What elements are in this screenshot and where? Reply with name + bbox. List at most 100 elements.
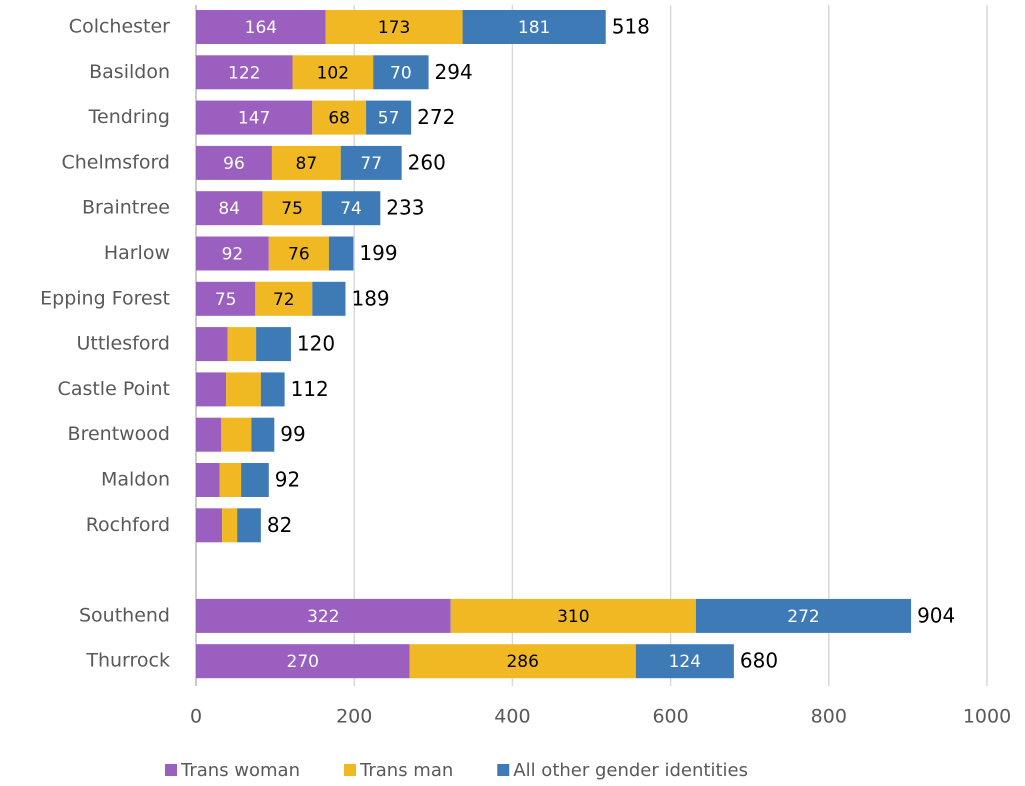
legend-label: Trans man bbox=[359, 760, 453, 781]
bar-segment bbox=[196, 508, 223, 543]
segment-label: 96 bbox=[223, 154, 245, 174]
segment-label: 84 bbox=[218, 199, 240, 219]
segment-label: 270 bbox=[287, 652, 319, 672]
total-label: 294 bbox=[435, 60, 473, 84]
total-label: 199 bbox=[359, 241, 397, 265]
total-label: 189 bbox=[351, 286, 389, 310]
category-label: Uttlesford bbox=[76, 333, 170, 355]
category-label: Rochford bbox=[86, 514, 170, 536]
x-tick-label: 800 bbox=[811, 706, 847, 728]
bar-segment bbox=[196, 281, 256, 316]
category-label: Tendring bbox=[88, 106, 170, 128]
bar-segment bbox=[462, 10, 606, 44]
bar-segment bbox=[196, 327, 228, 362]
segment-label: 76 bbox=[288, 245, 310, 265]
bar-segment bbox=[312, 281, 346, 316]
segment-label: 272 bbox=[787, 607, 819, 627]
total-label: 233 bbox=[386, 196, 424, 220]
segment-label: 181 bbox=[518, 18, 550, 38]
bar-segment bbox=[196, 236, 269, 271]
segment-label: 124 bbox=[669, 652, 701, 672]
bar-segment bbox=[196, 417, 222, 452]
bar-segment bbox=[222, 508, 238, 543]
total-label: 260 bbox=[408, 150, 446, 174]
total-label: 518 bbox=[612, 15, 650, 39]
category-label: Braintree bbox=[82, 197, 170, 219]
x-tick-label: 400 bbox=[494, 706, 530, 728]
category-label: Brentwood bbox=[68, 423, 170, 445]
total-label: 120 bbox=[297, 332, 335, 356]
legend-swatch bbox=[344, 764, 356, 776]
segment-label: 70 bbox=[390, 63, 412, 83]
segment-label: 77 bbox=[360, 154, 382, 174]
total-label: 680 bbox=[740, 649, 778, 673]
bar-segment bbox=[292, 55, 374, 90]
bar-segment bbox=[373, 55, 429, 90]
bar-segment bbox=[196, 10, 326, 44]
total-label: 99 bbox=[280, 422, 305, 446]
category-label: Harlow bbox=[104, 242, 170, 264]
bar-segment bbox=[260, 372, 285, 407]
category-label: Basildon bbox=[89, 61, 170, 83]
bar-segment bbox=[196, 191, 263, 226]
bar-segment bbox=[262, 191, 322, 226]
bar-segment bbox=[325, 10, 463, 44]
bar-segment bbox=[366, 100, 412, 135]
segment-label: 286 bbox=[506, 652, 538, 672]
bar-segment bbox=[271, 145, 341, 180]
x-tick-label: 600 bbox=[652, 706, 688, 728]
total-label: 112 bbox=[291, 377, 329, 401]
segment-label: 102 bbox=[317, 63, 349, 83]
category-label: Thurrock bbox=[85, 650, 170, 672]
bar-segment bbox=[196, 145, 272, 180]
x-tick-label: 1000 bbox=[963, 706, 1011, 728]
segment-label: 74 bbox=[340, 199, 362, 219]
segment-label: 57 bbox=[378, 109, 400, 129]
bar-segment bbox=[226, 372, 261, 407]
legend-swatch bbox=[165, 764, 177, 776]
segment-label: 164 bbox=[245, 18, 277, 38]
segment-label: 92 bbox=[222, 245, 244, 265]
bar-segment bbox=[196, 55, 293, 90]
bar-segment bbox=[196, 100, 313, 135]
bar-segment bbox=[695, 598, 912, 633]
bar-segment bbox=[256, 327, 291, 362]
bar-segment bbox=[255, 281, 313, 316]
segment-label: 68 bbox=[328, 109, 350, 129]
segment-label: 75 bbox=[215, 290, 237, 310]
bar-segment bbox=[227, 327, 257, 362]
bar-segment bbox=[268, 236, 329, 271]
bar-segment bbox=[340, 145, 402, 180]
legend-label: Trans woman bbox=[180, 760, 300, 781]
category-label: Colchester bbox=[69, 16, 170, 38]
bar-segment bbox=[321, 191, 381, 226]
x-tick-label: 200 bbox=[336, 706, 372, 728]
bar-segment bbox=[219, 463, 242, 497]
legend-label: All other gender identities bbox=[513, 760, 748, 781]
category-label: Maldon bbox=[101, 469, 170, 491]
segment-label: 173 bbox=[378, 18, 410, 38]
bar-segment bbox=[237, 508, 261, 543]
segment-label: 75 bbox=[281, 199, 303, 219]
bar-segment bbox=[409, 644, 636, 679]
bar-segment bbox=[635, 644, 734, 679]
total-label: 904 bbox=[917, 603, 955, 627]
segment-label: 87 bbox=[296, 154, 318, 174]
bar-segment bbox=[196, 372, 227, 407]
total-label: 272 bbox=[417, 105, 455, 129]
bar-segment bbox=[196, 463, 220, 497]
category-label: Castle Point bbox=[58, 378, 170, 400]
segment-label: 147 bbox=[238, 109, 270, 129]
x-tick-label: 0 bbox=[190, 706, 202, 728]
total-label: 92 bbox=[275, 468, 300, 492]
segment-label: 310 bbox=[557, 607, 589, 627]
segment-label: 72 bbox=[273, 290, 295, 310]
segment-label: 322 bbox=[307, 607, 339, 627]
category-label: Southend bbox=[79, 604, 170, 626]
bar-segment bbox=[221, 417, 252, 452]
segment-label: 122 bbox=[228, 63, 260, 83]
bar-segment bbox=[312, 100, 367, 135]
total-label: 82 bbox=[267, 513, 292, 537]
legend-swatch bbox=[497, 764, 510, 776]
